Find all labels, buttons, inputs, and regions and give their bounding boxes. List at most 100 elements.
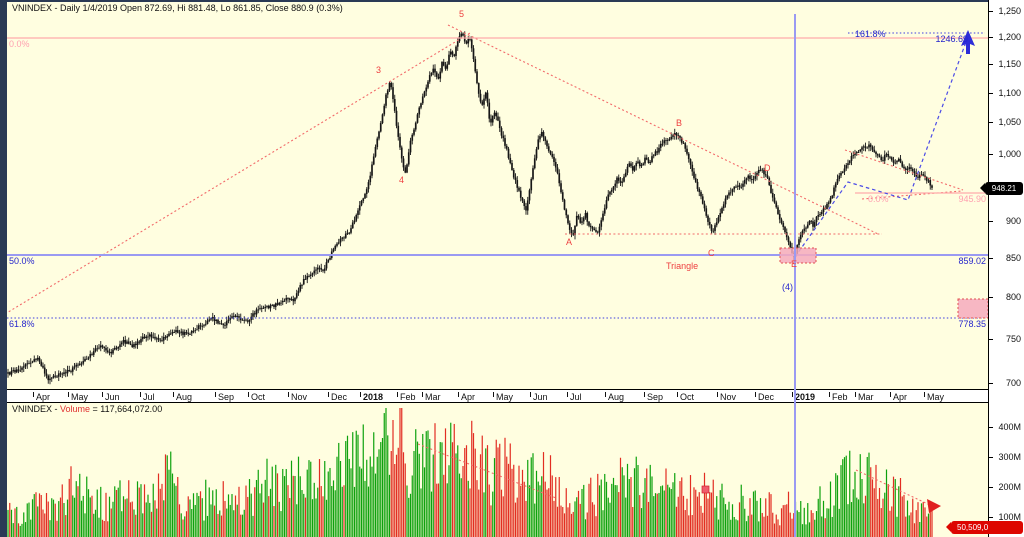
volume-trend-line — [417, 443, 557, 499]
price-axis-label: 900 — [1005, 216, 1021, 226]
time-axis-item: Apr — [890, 392, 907, 402]
price-axis-label: 1,200 — [998, 32, 1021, 42]
elliott-wave-label: B — [676, 118, 683, 128]
candlestick-series — [7, 31, 933, 385]
elliott-wave-label: C — [708, 248, 715, 258]
month-tick-mark — [644, 392, 645, 397]
axis-tick-mark — [989, 457, 993, 458]
fib-level-label: 161.8% — [855, 29, 886, 39]
time-axis-item: Nov — [288, 392, 307, 402]
month-label: Oct — [680, 392, 695, 402]
last-volume-tag: 50,509,0 — [946, 521, 1023, 534]
price-axis-label: 750 — [1005, 334, 1021, 344]
axis-tick-mark — [989, 383, 993, 384]
price-axis-label: 800 — [1005, 292, 1021, 302]
elliott-wave-label: E — [791, 259, 798, 269]
month-label: Aug — [176, 392, 193, 402]
month-tick-mark — [33, 392, 34, 397]
month-tick-mark — [792, 392, 793, 397]
elliott-wave-label: Triangle — [666, 261, 699, 271]
axis-tick-mark — [989, 427, 993, 428]
fib-level-label: 1246.69 — [935, 34, 968, 44]
axis-tick-mark — [989, 339, 993, 340]
month-tick-mark — [890, 392, 891, 397]
time-axis-item: May — [924, 392, 944, 402]
axis-tick-mark — [989, 258, 993, 259]
price-axis-column[interactable]: 1,250 1,200 1,150 1,100 1,050 1,000 900 850 800 7… — [988, 0, 1024, 537]
month-label: Jun — [533, 392, 548, 402]
month-tick-mark — [360, 392, 361, 397]
price-axis-label: 1,000 — [998, 149, 1021, 159]
month-tick-mark — [567, 392, 568, 397]
time-axis-item: Nov — [717, 392, 736, 402]
axis-tick-mark — [989, 11, 993, 12]
volume-axis-label: 100M — [998, 512, 1021, 522]
month-label: Dec — [331, 392, 348, 402]
volume-chart-pane[interactable]: VNINDEX - Volume = 117,664,072.00 — [7, 403, 988, 537]
month-tick-mark — [397, 392, 398, 397]
time-axis-item: 2019 — [792, 392, 815, 402]
time-axis-item: Jun — [530, 392, 548, 402]
price-axis-label: 850 — [1005, 253, 1021, 263]
time-axis-item: Dec — [328, 392, 347, 402]
volume-bar-series — [7, 408, 933, 537]
time-axis-item: Oct — [677, 392, 694, 402]
month-tick-mark — [493, 392, 494, 397]
axis-tick-mark — [989, 64, 993, 65]
time-axis-item: Feb — [397, 392, 416, 402]
month-tick-mark — [855, 392, 856, 397]
month-tick-mark — [755, 392, 756, 397]
month-label: May — [496, 392, 514, 402]
price-axis-label: 1,050 — [998, 117, 1021, 127]
time-axis-item: Apr — [458, 392, 475, 402]
fib-level-label: 859.02 — [958, 256, 986, 266]
month-tick-mark — [215, 392, 216, 397]
month-label: Feb — [400, 392, 416, 402]
month-tick-mark — [248, 392, 249, 397]
month-tick-mark — [422, 392, 423, 397]
month-tick-mark — [530, 392, 531, 397]
month-tick-mark — [717, 392, 718, 397]
price-axis-label: 1,250 — [998, 6, 1021, 16]
time-axis-item: Aug — [605, 392, 624, 402]
price-axis-label: 1,100 — [998, 88, 1021, 98]
fib-trend-line — [447, 24, 879, 235]
volume-title-metric: Volume — [60, 404, 91, 414]
time-axis-item: Dec — [755, 392, 774, 402]
month-label: 2018 — [363, 392, 384, 402]
time-axis[interactable]: Apr May Jun Jul Aug Sep Oct Nov Dec 2018 Feb Mar Apr… — [7, 389, 988, 403]
price-chart-pane[interactable] — [7, 14, 988, 389]
time-axis-item: Jun — [102, 392, 120, 402]
price-chart-canvas[interactable] — [7, 14, 988, 389]
price-axis-label: 700 — [1005, 378, 1021, 388]
month-label: Sep — [647, 392, 664, 402]
price-pane-title: VNINDEX - Daily 1/4/2019 Open 872.69, Hi… — [12, 3, 343, 13]
target-up-arrow-icon — [961, 30, 975, 54]
time-axis-item: Jul — [140, 392, 155, 402]
time-axis-item: Sep — [215, 392, 234, 402]
month-label: May — [71, 392, 89, 402]
price-axis-label: 1,150 — [998, 59, 1021, 69]
elliott-wave-label: 3 — [376, 65, 382, 75]
fib-level-label: 778.35 — [958, 319, 986, 329]
time-axis-item: Mar — [422, 392, 441, 402]
volume-chart-canvas[interactable] — [7, 403, 988, 537]
axis-tick-mark — [989, 297, 993, 298]
time-axis-item: Jul — [567, 392, 582, 402]
axis-tick-mark — [989, 122, 993, 123]
elliott-wave-label: (4) — [782, 282, 793, 292]
axis-tick-mark — [989, 93, 993, 94]
volume-trend-line — [855, 469, 935, 508]
month-tick-mark — [458, 392, 459, 397]
elliott-wave-label: D — [764, 163, 771, 173]
elliott-wave-label: 4 — [399, 175, 405, 185]
fib-level-label: 50.0% — [9, 256, 35, 266]
month-tick-mark — [328, 392, 329, 397]
month-tick-mark — [677, 392, 678, 397]
month-tick-mark — [924, 392, 925, 397]
time-axis-item: Feb — [829, 392, 848, 402]
highlight-box — [957, 298, 988, 319]
month-tick-mark — [288, 392, 289, 397]
month-tick-mark — [173, 392, 174, 397]
month-label: Jul — [570, 392, 582, 402]
